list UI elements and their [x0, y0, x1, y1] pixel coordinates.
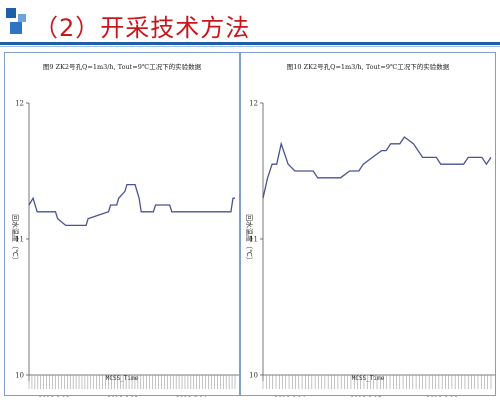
y-tick-label: 12 — [249, 100, 258, 108]
x-date-label: 2016-6-16 — [426, 396, 457, 397]
series-line — [262, 136, 492, 199]
line-chart-left: 10 11 12 回水温度（℃） 2016-6-12 2016-6-13 2016-6-14 — [11, 100, 239, 397]
chart-panel-right: 图10 ZK2号孔Q=1m3/h, Tout=9℃工况下的实验数据 10 11 12… — [240, 52, 496, 397]
y-axis-label: 回水温度（℃） — [11, 214, 20, 264]
x-date-label: 2016-6-13 — [107, 396, 138, 397]
chart-title: 图9 ZK2号孔Q=1m3/h, Tout=9℃工况下的实验数据 — [42, 63, 202, 71]
slide-header: （2）开采技术方法 — [0, 0, 500, 47]
header-rule-light — [0, 46, 500, 47]
header-rule — [0, 42, 500, 45]
blue-squares-logo-icon — [6, 8, 30, 38]
x-date-label: 2016-6-12 — [39, 396, 70, 397]
line-chart-right: 10 11 12 回水温度（℃） 2016-6-14 2016-6-15 2016-6-16 — [245, 100, 495, 397]
y-tick-label: 10 — [15, 372, 24, 380]
x-axis-label: MCSS_Time — [105, 375, 139, 382]
y-tick-label: 12 — [15, 100, 24, 108]
chart-title: 图10 ZK2号孔Q=1m3/h, Tout=9℃工况下的实验数据 — [286, 63, 450, 71]
y-axis-label: 回水温度（℃） — [245, 214, 254, 264]
series-line — [28, 183, 235, 227]
y-tick-label: 10 — [249, 372, 258, 380]
chart-panel-left: 图9 ZK2号孔Q=1m3/h, Tout=9℃工况下的实验数据 10 11 12 回… — [4, 52, 240, 397]
x-date-label: 2016-6-14 — [274, 396, 305, 397]
y-tick-label: 11 — [249, 236, 258, 244]
x-axis-label: MCSS_Time — [351, 375, 385, 382]
slide-title: （2）开采技术方法 — [34, 14, 251, 42]
x-date-label: 2016-6-14 — [176, 396, 207, 397]
y-tick-label: 11 — [15, 236, 24, 244]
x-date-label: 2016-6-15 — [350, 396, 381, 397]
